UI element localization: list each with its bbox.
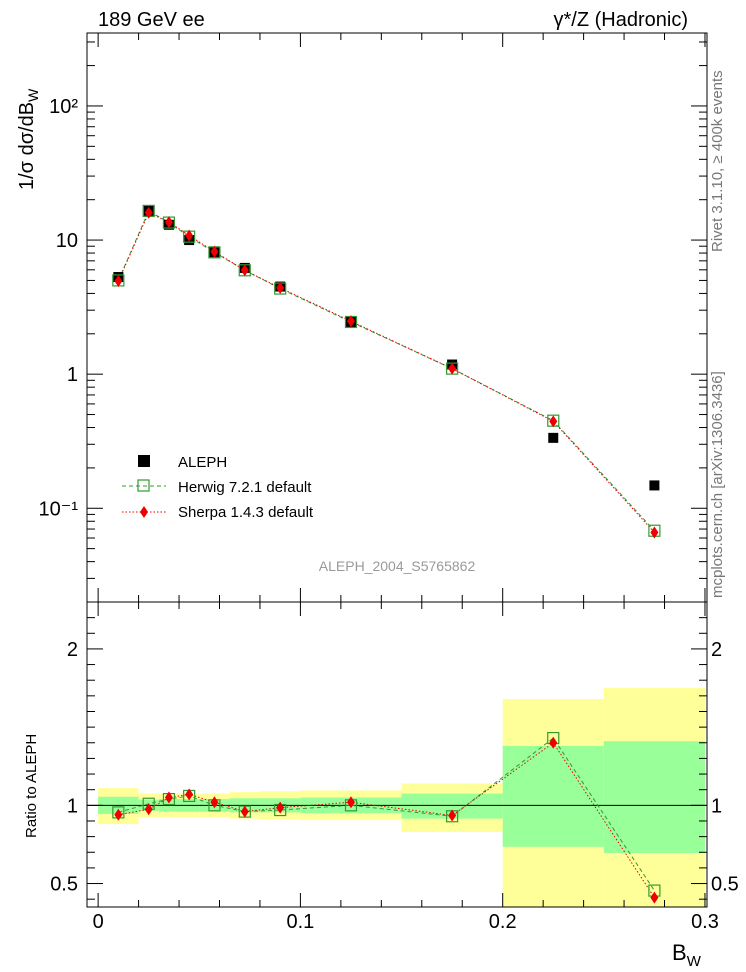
header-right: γ*/Z (Hadronic) [554, 9, 688, 31]
x-tick-label: 0.2 [489, 911, 517, 933]
ratio-y-tick-label-left: 1 [67, 795, 78, 817]
xlabel: BW [672, 940, 702, 970]
sherpa-point [144, 206, 153, 219]
legend-sherpa-label: Sherpa 1.4.3 default [178, 504, 314, 521]
aleph-point [548, 432, 559, 443]
main-panel: 10⁻¹ 1 10 10² [39, 32, 708, 603]
sherpa-point [210, 245, 219, 258]
sherpa-point [346, 315, 355, 328]
legend-sherpa-marker [140, 506, 148, 518]
ratio-sherpa-point [185, 788, 194, 801]
ratio-sherpa-point [448, 809, 457, 822]
sherpa-point [448, 362, 457, 375]
legend-herwig-marker [137, 479, 150, 492]
x-tick-label: 0.1 [287, 911, 315, 933]
main-y-tick-label: 10⁻¹ [39, 498, 79, 520]
ratio-sherpa-line [118, 742, 655, 898]
mcplots-label: mcplots.cern.ch [arXiv:1306.3436] [709, 371, 726, 598]
sherpa-point [114, 275, 123, 288]
sherpa-point [240, 264, 249, 277]
legend-herwig-label: Herwig 7.2.1 default [178, 479, 312, 496]
ratio-sherpa-point [276, 801, 285, 814]
main-y-tick-label: 10² [49, 96, 78, 118]
aleph-point [649, 480, 660, 491]
analysis-tag: ALEPH_2004_S5765862 [319, 558, 476, 574]
sherpa-point [276, 281, 285, 294]
ratio-y-tick-label-right: 1 [711, 795, 722, 817]
legend-aleph-marker [138, 455, 150, 467]
ratio-band-inner-9 [502, 745, 604, 847]
sherpa-point [185, 229, 194, 242]
main-y-tick-label: 1 [67, 364, 78, 386]
ratio-sherpa-point [210, 796, 219, 809]
legend: ALEPH Herwig 7.2.1 default Sherpa 1.4.3 … [122, 454, 314, 521]
ratio-sherpa-point [144, 803, 153, 816]
ratio-sherpa-point [240, 805, 249, 818]
ratio-sherpa-point [549, 736, 558, 749]
sherpa-point [650, 526, 659, 539]
x-tick-label: 0 [93, 911, 104, 933]
x-tick-label: 0.3 [691, 911, 719, 933]
ratio-y-tick-label-left: 0.5 [50, 874, 78, 896]
ratio-sherpa-point [114, 808, 123, 821]
rivet-label: Rivet 3.1.10, ≥ 400k events [709, 70, 726, 252]
sherpa-point [549, 415, 558, 428]
ratio-band-inner-10 [603, 741, 705, 854]
ratio-y-tick-label-right: 2 [711, 639, 722, 661]
ratio-sherpa-point [650, 891, 659, 904]
legend-aleph-label: ALEPH [178, 454, 227, 471]
ratio-sherpa-point [164, 791, 173, 804]
sherpa-point [164, 216, 173, 229]
ratio-y-tick-label-right: 0.5 [711, 874, 739, 896]
ratio-ylabel: Ratio to ALEPH [23, 734, 40, 838]
main-frame [86, 32, 708, 603]
herwig-line [117, 210, 655, 532]
main-y-tick-label: 10 [56, 230, 78, 252]
ratio-y-tick-label-left: 2 [67, 639, 78, 661]
header-left: 189 GeV ee [98, 9, 205, 31]
ratio-sherpa-point [346, 796, 355, 809]
main-ylabel: 1/σ dσ/dBW [16, 88, 41, 190]
ratio-herwig-line [118, 737, 655, 891]
